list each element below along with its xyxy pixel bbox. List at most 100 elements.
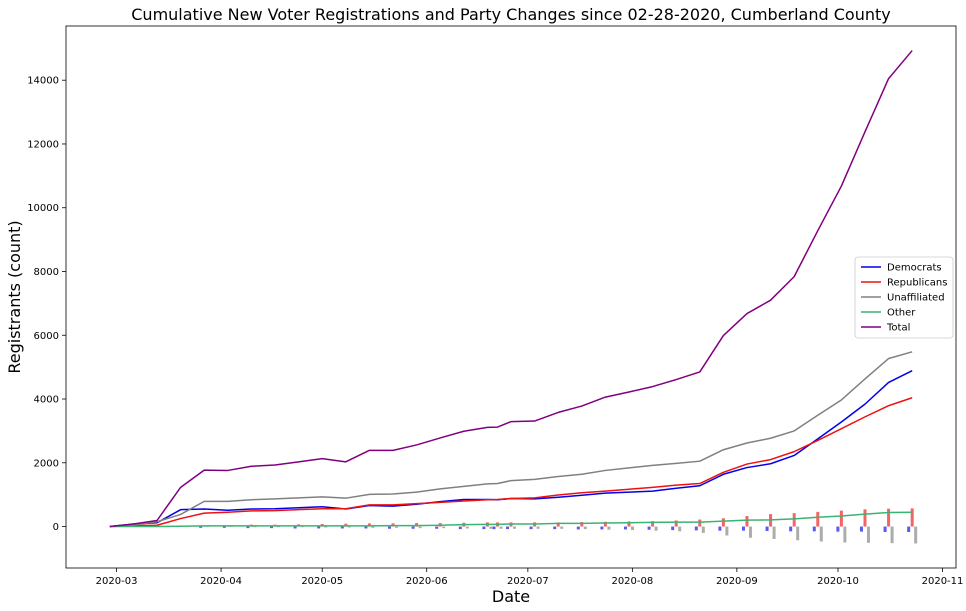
bar-republicans-23 xyxy=(627,521,631,527)
series-line-other xyxy=(109,511,913,528)
bar-republicans-25 xyxy=(674,520,678,527)
bar-democrats-12 xyxy=(388,526,392,529)
x-axis: 2020-03 2020-04 2020-05 2020-06 2020-07 2020-… xyxy=(96,568,964,587)
bar-democrats-5 xyxy=(222,526,226,528)
bar-unaffiliated-12 xyxy=(395,526,399,528)
bar-democrats-4 xyxy=(199,526,203,528)
bar-democrats-11 xyxy=(364,526,368,529)
bar-democrats-29 xyxy=(765,526,769,532)
bar-democrats-16 xyxy=(482,526,486,530)
bar-democrats-35 xyxy=(907,526,911,532)
bar-unaffiliated-35 xyxy=(914,526,918,544)
bar-democrats-26 xyxy=(694,526,698,531)
bar-unaffiliated-15 xyxy=(465,526,469,529)
bar-republicans-11 xyxy=(367,523,371,527)
bar-democrats-18 xyxy=(506,526,509,530)
x-tick-label: 2020-11 xyxy=(922,576,964,587)
bar-democrats-27 xyxy=(718,526,722,531)
y-axis: 0 2000 4000 6000 8000 10000 12000 14000 xyxy=(27,76,66,533)
bar-democrats-7 xyxy=(270,526,274,529)
legend-label-other: Other xyxy=(887,308,916,319)
y-tick-label: 2000 xyxy=(34,458,59,469)
bar-unaffiliated-33 xyxy=(866,526,870,543)
series-line-unaffiliated xyxy=(109,351,913,528)
bar-democrats-14 xyxy=(435,526,439,529)
bar-unaffiliated-27 xyxy=(725,526,729,536)
bar-unaffiliated-26 xyxy=(701,526,705,533)
bar-democrats-31 xyxy=(812,526,816,532)
bar-democrats-15 xyxy=(458,526,462,530)
x-tick-label: 2020-04 xyxy=(200,576,242,587)
bar-democrats-24 xyxy=(647,526,651,530)
bar-unaffiliated-24 xyxy=(654,526,658,531)
bar-democrats-6 xyxy=(246,526,250,529)
legend: Democrats Republicans Unaffiliated Other Tot… xyxy=(854,256,954,339)
x-tick-label: 2020-06 xyxy=(406,576,448,587)
legend-label-total: Total xyxy=(886,323,910,334)
bar-republicans-27 xyxy=(721,518,725,527)
x-tick-label: 2020-10 xyxy=(817,576,859,587)
bar-unaffiliated-8 xyxy=(300,526,304,528)
legend-label-democrats: Democrats xyxy=(887,263,942,274)
bar-unaffiliated-28 xyxy=(748,526,752,538)
bar-unaffiliated-32 xyxy=(843,526,847,543)
bar-unaffiliated-25 xyxy=(678,526,682,532)
bar-democrats-22 xyxy=(600,526,604,530)
x-tick-label: 2020-07 xyxy=(507,576,549,587)
bar-republicans-24 xyxy=(651,521,655,527)
x-axis-label: Date xyxy=(492,587,530,606)
bar-unaffiliated-20 xyxy=(560,526,564,529)
bar-republicans-21 xyxy=(580,522,584,527)
bar-unaffiliated-7 xyxy=(277,526,281,528)
chart-title: Cumulative New Voter Registrations and P… xyxy=(131,5,890,24)
bar-democrats-33 xyxy=(859,526,863,532)
bar-republicans-34 xyxy=(887,508,891,527)
bar-unaffiliated-17 xyxy=(499,526,503,529)
bar-republicans-22 xyxy=(603,521,607,527)
bar-democrats-9 xyxy=(317,526,321,529)
y-axis-label: Registrants (count) xyxy=(5,220,24,373)
y-tick-label: 14000 xyxy=(27,76,59,87)
y-tick-label: 10000 xyxy=(27,203,59,214)
bar-unaffiliated-11 xyxy=(371,526,375,528)
legend-label-unaffiliated: Unaffiliated xyxy=(887,293,945,304)
x-tick-label: 2020-03 xyxy=(96,576,138,587)
bar-unaffiliated-31 xyxy=(819,526,823,542)
bar-unaffiliated-29 xyxy=(772,526,776,539)
bar-unaffiliated-10 xyxy=(347,526,351,528)
bar-unaffiliated-6 xyxy=(253,526,257,528)
bar-unaffiliated-19 xyxy=(536,526,540,529)
bar-democrats-13 xyxy=(411,526,415,529)
bar-unaffiliated-22 xyxy=(607,526,611,530)
bar-republicans-32 xyxy=(839,510,843,527)
bar-democrats-34 xyxy=(883,526,887,532)
bar-democrats-17 xyxy=(492,526,496,530)
bar-democrats-25 xyxy=(671,526,675,531)
bar-unaffiliated-18 xyxy=(513,526,516,529)
bar-unaffiliated-23 xyxy=(630,526,634,531)
y-tick-label: 0 xyxy=(53,522,59,533)
legend-box xyxy=(854,256,954,339)
bar-unaffiliated-34 xyxy=(890,526,894,544)
bar-unaffiliated-9 xyxy=(324,526,328,528)
bar-republicans-30 xyxy=(792,513,796,527)
bar-unaffiliated-13 xyxy=(418,526,422,529)
bar-democrats-23 xyxy=(623,526,627,530)
plot-frame xyxy=(65,25,957,569)
bar-republicans-10 xyxy=(344,523,348,527)
bar-republicans-20 xyxy=(556,522,560,527)
bar-unaffiliated-30 xyxy=(796,526,800,541)
series-line-total xyxy=(109,50,913,528)
bar-republicans-35 xyxy=(910,508,914,527)
bar-republicans-26 xyxy=(698,519,702,527)
series-line-democrats xyxy=(109,369,913,528)
bar-democrats-32 xyxy=(836,526,840,532)
x-tick-label: 2020-09 xyxy=(716,576,758,587)
bar-democrats-28 xyxy=(741,526,745,531)
bar-democrats-30 xyxy=(789,526,793,532)
x-tick-label: 2020-08 xyxy=(611,576,653,587)
bar-unaffiliated-14 xyxy=(442,526,446,529)
bar-republicans-33 xyxy=(863,509,867,527)
y-tick-label: 8000 xyxy=(34,267,59,278)
